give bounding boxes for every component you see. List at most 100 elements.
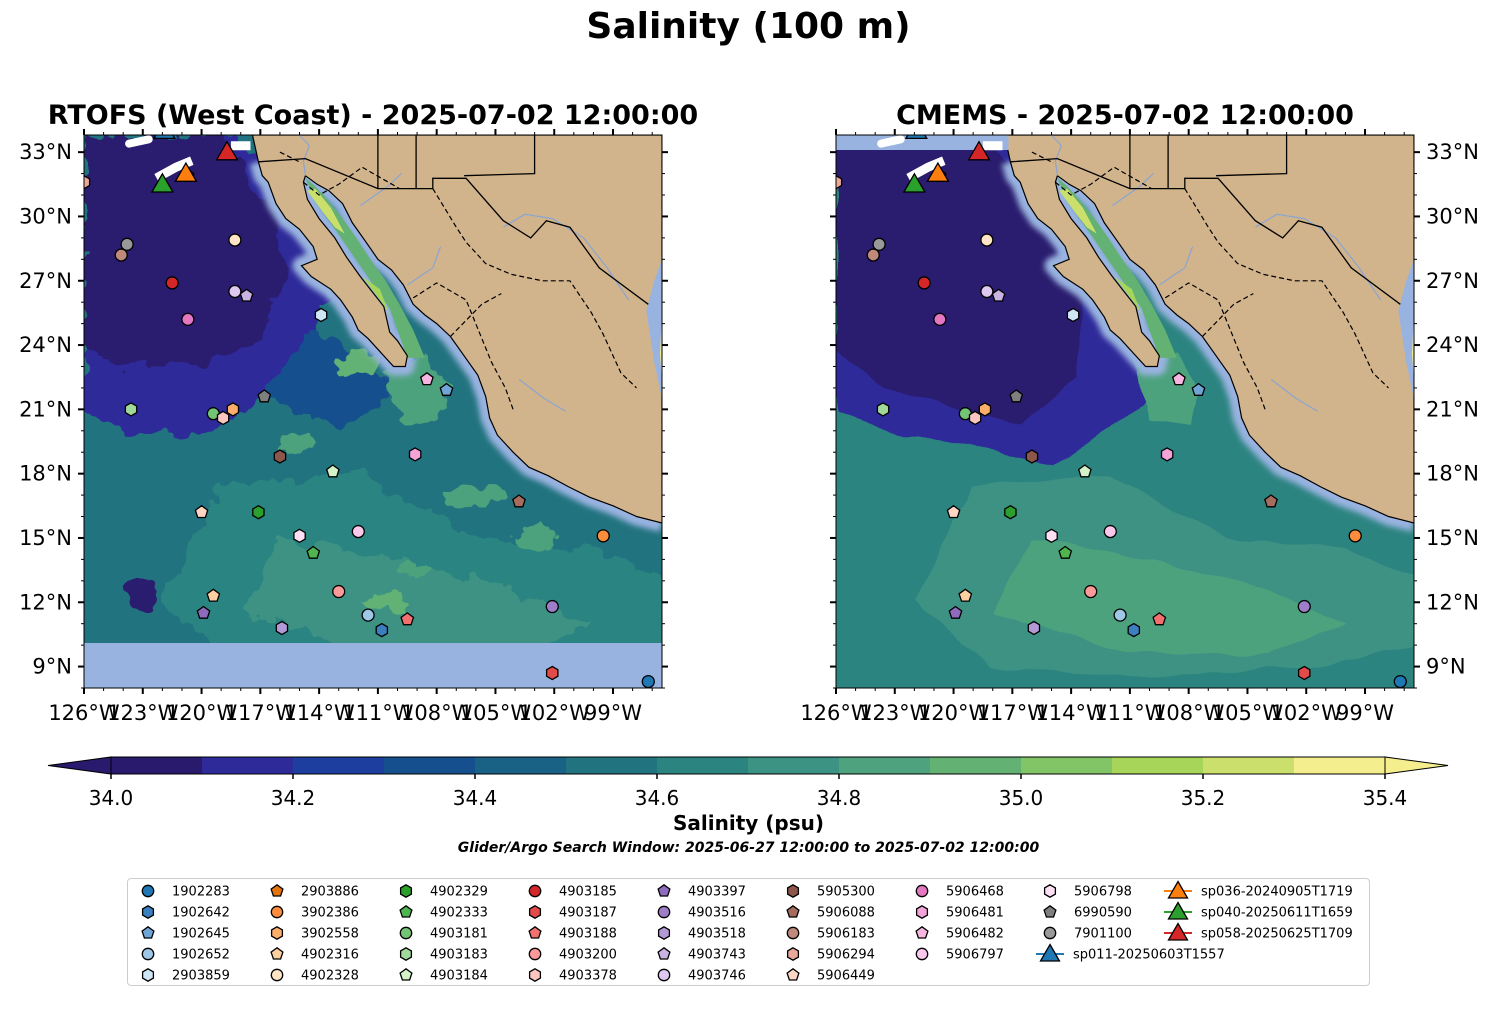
platform-1902283 <box>641 674 655 688</box>
platform-4903185 <box>917 276 931 290</box>
salinity-contour-region <box>836 135 1081 425</box>
platform-4902333 <box>306 545 321 559</box>
legend-marker-2903886 <box>270 883 284 897</box>
y-tick-label: 12°N <box>1426 590 1479 614</box>
legend-label-sp040-20250611T1659: sp040-20250611T1659 <box>1201 906 1353 921</box>
platform-5906468 <box>933 312 947 326</box>
platform-legend: 1902283 1902642 1902645 1902652 2903859 29038… <box>127 878 1370 986</box>
legend-marker-1902642 <box>141 905 155 919</box>
legend-marker-sp058-20250625T1709 <box>1167 922 1189 941</box>
state-border-dashed <box>1184 188 1389 389</box>
platform-4903188 <box>400 612 415 626</box>
platform-1902642 <box>375 622 389 638</box>
glider-track <box>877 135 905 148</box>
glider-sp036-20240905T1719 <box>926 161 950 182</box>
platform-5906468 <box>181 312 195 326</box>
river <box>502 213 630 301</box>
platform-3902558 <box>226 402 240 417</box>
international-border <box>258 157 649 305</box>
rtofs-map-panel: 126°W123°W120°W117°W114°W111°W108°W105°W… <box>19 129 668 725</box>
legend-label-4903743: 4903743 <box>688 948 746 963</box>
colorbar-tick-label: 34.8 <box>817 786 862 810</box>
gulf-high-salinity <box>307 188 345 234</box>
platform-5906798 <box>1045 528 1058 544</box>
platform-5906088 <box>1264 494 1278 508</box>
colorbar-tick-label: 35.0 <box>999 786 1044 810</box>
platform-1902283 <box>1393 674 1407 688</box>
state-border-dashed <box>412 282 514 410</box>
panel-title-cmems: CMEMS - 2025-07-02 12:00:00 <box>896 100 1354 131</box>
colorbar-tick-label: 34.4 <box>453 786 498 810</box>
platform-4903397 <box>196 605 211 619</box>
legend-label-sp058-20250625T1709: sp058-20250625T1709 <box>1201 927 1353 942</box>
nodata-band <box>84 642 662 688</box>
legend-marker-5905300 <box>786 884 800 898</box>
state-border-dashed <box>1055 166 1152 196</box>
glider-sp011-20250603T1557 <box>152 135 176 140</box>
gulf-of-mexico-sea <box>1398 259 1414 431</box>
legend-marker-sp040-20250611T1659 <box>1167 901 1189 920</box>
platform-4903518 <box>275 620 289 636</box>
platform-4902329 <box>1004 504 1017 520</box>
cmems-map-panel: 126°W123°W120°W117°W114°W111°W108°W105°W… <box>800 129 1479 725</box>
colorbar-tick-label: 35.2 <box>1181 786 1226 810</box>
legend-label-5906183: 5906183 <box>817 927 875 942</box>
platform-1902642 <box>1127 622 1141 638</box>
legend-label-4903518: 4903518 <box>688 927 746 942</box>
y-tick-label: 18°N <box>19 462 72 486</box>
colorbar-bin <box>657 757 749 774</box>
legend-label-4903185: 4903185 <box>559 885 617 900</box>
legend-marker-4902328 <box>270 968 284 982</box>
legend-label-4903184: 4903184 <box>430 969 488 984</box>
colorbar-bin <box>748 757 840 774</box>
panel-title-rtofs: RTOFS (West Coast) - 2025-07-02 12:00:00 <box>47 100 699 131</box>
river <box>518 378 567 413</box>
platform-4902316 <box>206 588 221 602</box>
platform-4903200 <box>1084 584 1098 599</box>
state-border-dashed <box>1164 282 1266 410</box>
legend-marker-4903746 <box>657 968 671 982</box>
glider-track <box>125 135 153 148</box>
y-tick-label: 24°N <box>1426 333 1479 357</box>
legend-label-4903183: 4903183 <box>430 948 488 963</box>
y-tick-label: 21°N <box>19 397 72 421</box>
x-tick-label: 99°W <box>584 701 642 725</box>
legend-label-4902328: 4902328 <box>301 969 359 984</box>
legend-label-1902283: 1902283 <box>172 885 230 900</box>
state-border-dashed <box>279 151 302 164</box>
colorbar-bin <box>1021 757 1113 774</box>
gulf-high-salinity <box>1059 188 1097 234</box>
platform-4903516 <box>1297 599 1311 614</box>
x-tick-label: 105°W <box>460 701 532 725</box>
platform-4903184 <box>1077 464 1092 478</box>
x-tick-label: 111°W <box>342 701 414 725</box>
platform-4903378 <box>968 410 982 426</box>
legend-marker-4902316 <box>270 946 284 960</box>
y-tick-label: 27°N <box>1426 269 1479 293</box>
legend-label-2903859: 2903859 <box>172 969 230 984</box>
platform-4903397 <box>948 605 963 619</box>
colorbar-bin <box>930 757 1022 774</box>
legend-marker-4903183 <box>399 947 413 961</box>
y-tick-label: 30°N <box>1426 204 1479 228</box>
salinity-contour-region <box>84 135 288 367</box>
y-tick-label: 9°N <box>32 655 72 679</box>
legend-label-1902652: 1902652 <box>172 948 230 963</box>
state-border <box>1216 135 1288 177</box>
legend-label-2903886: 2903886 <box>301 885 359 900</box>
platform-1902645 <box>1191 382 1206 396</box>
salinity-contour-region <box>992 538 1346 656</box>
river <box>1270 378 1319 413</box>
colorbar-bin <box>384 757 476 774</box>
colorbar-tick-label: 34.6 <box>635 786 680 810</box>
legend-label-sp036-20240905T1719: sp036-20240905T1719 <box>1201 885 1353 900</box>
state-border <box>464 135 536 177</box>
x-tick-label: 102°W <box>519 701 591 725</box>
legend-label-4902329: 4902329 <box>430 885 488 900</box>
glider-sp036-20240905T1719 <box>174 161 198 182</box>
glider-sp058-20250625T1709 <box>967 140 991 161</box>
platform-4903200 <box>332 584 346 599</box>
platform-2903859 <box>1066 307 1080 323</box>
platform-4903378 <box>216 410 230 426</box>
